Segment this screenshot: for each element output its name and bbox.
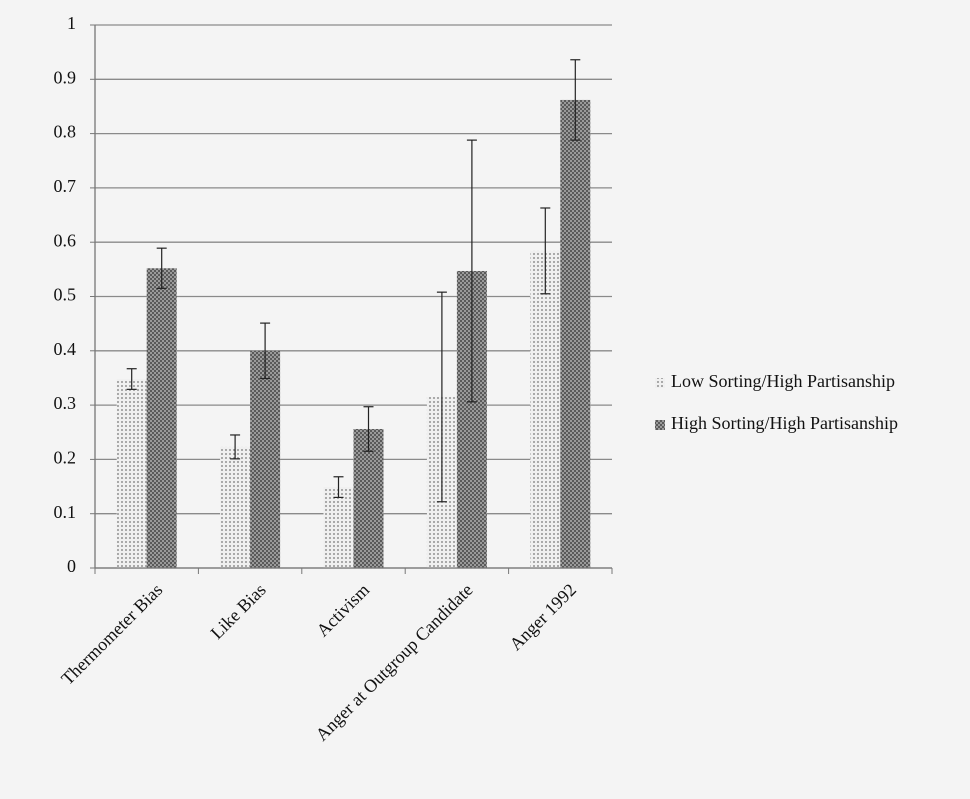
legend-label: High Sorting/High Partisanship xyxy=(671,413,898,433)
y-tick-label: 0.5 xyxy=(54,285,77,305)
bar xyxy=(530,250,561,568)
error-bar xyxy=(466,139,477,403)
y-tick-label: 0.9 xyxy=(54,67,77,87)
error-bar xyxy=(540,207,551,295)
error-bar xyxy=(436,291,447,503)
bar xyxy=(220,446,251,568)
bar xyxy=(146,268,177,568)
y-tick-label: 0.6 xyxy=(54,230,77,250)
error-bar xyxy=(570,59,581,141)
bar xyxy=(560,99,591,569)
legend-swatch xyxy=(655,420,665,430)
bar xyxy=(353,428,384,568)
error-bar xyxy=(333,476,344,499)
y-tick-label: 0.1 xyxy=(54,502,77,522)
error-bar xyxy=(363,406,374,452)
legend-swatch xyxy=(655,378,665,388)
bar xyxy=(250,350,281,568)
bar xyxy=(116,379,147,568)
legend-label: Low Sorting/High Partisanship xyxy=(671,371,895,391)
y-tick-label: 0 xyxy=(67,556,76,576)
y-tick-label: 0.8 xyxy=(54,122,77,142)
error-bar xyxy=(156,247,167,289)
bar xyxy=(323,487,354,568)
y-tick-label: 0.7 xyxy=(54,176,77,196)
error-bar xyxy=(230,434,241,460)
y-tick-label: 0.4 xyxy=(54,339,77,359)
y-tick-label: 1 xyxy=(67,13,76,33)
error-bar xyxy=(260,322,271,380)
error-bar xyxy=(126,368,137,390)
y-tick-label: 0.3 xyxy=(54,393,77,413)
y-tick-label: 0.2 xyxy=(54,448,77,468)
